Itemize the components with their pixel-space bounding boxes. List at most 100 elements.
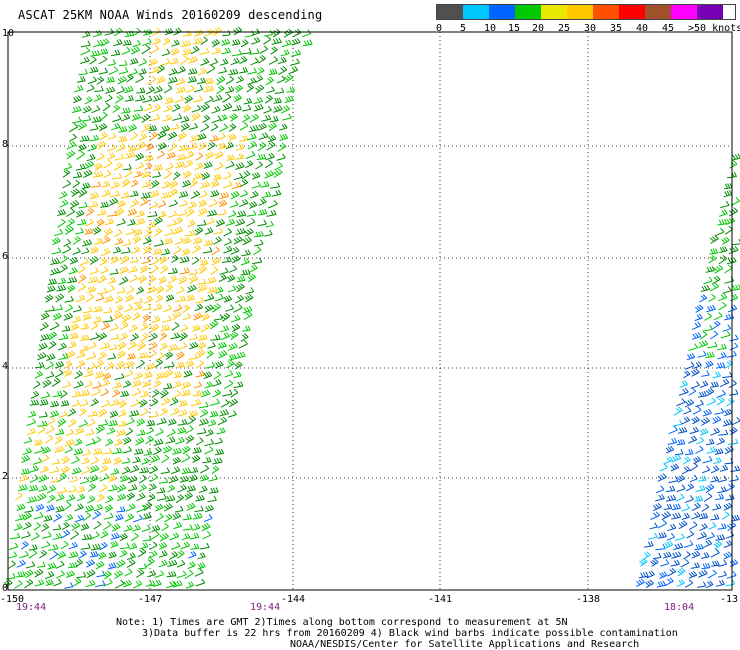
wind-barb (29, 399, 40, 406)
wind-barb (99, 257, 108, 266)
wind-barb (189, 134, 200, 142)
wind-barb (727, 438, 739, 445)
wind-barb (193, 172, 204, 180)
wind-barb (240, 333, 249, 342)
wind-barb (163, 445, 173, 454)
wind-barb (62, 380, 71, 389)
wind-barb (665, 445, 675, 454)
wind-barb (103, 578, 113, 587)
wind-barb (705, 387, 715, 397)
wind-barb (132, 379, 142, 388)
wind-barb (169, 532, 180, 541)
wind-barb (703, 492, 713, 502)
wind-barb (153, 227, 163, 237)
wind-barb (76, 485, 86, 493)
wind-barb (128, 409, 140, 417)
wind-barb (150, 113, 161, 122)
wind-barb (182, 304, 190, 314)
wind-barb (142, 95, 153, 103)
wind-barb (147, 221, 156, 228)
wind-barb (39, 399, 49, 406)
wind-barb (180, 122, 190, 132)
wind-barb (252, 257, 263, 265)
wind-barb (141, 257, 151, 265)
map-frame (7, 31, 733, 591)
wind-barb (198, 334, 208, 341)
wind-barb (164, 369, 174, 379)
wind-barb (135, 94, 146, 102)
wind-barb (699, 380, 709, 388)
wind-barb (717, 570, 727, 578)
wind-barb (136, 504, 146, 513)
wind-barb (82, 105, 92, 114)
wind-barb (138, 563, 147, 570)
wind-barb (212, 94, 223, 103)
wind-barb (713, 264, 724, 274)
wind-barb (691, 368, 700, 377)
wind-barb (710, 381, 719, 388)
wind-barb (126, 552, 136, 560)
wind-barb (195, 437, 204, 446)
wind-barb (120, 390, 130, 397)
wind-barb (164, 28, 174, 36)
wind-barb (89, 56, 97, 65)
wind-barb (177, 419, 188, 426)
wind-barb (34, 446, 45, 454)
wind-barb (217, 341, 227, 349)
wind-barb (209, 398, 221, 406)
wind-barb (145, 142, 155, 151)
wind-barb (240, 257, 250, 266)
wind-barb (257, 141, 267, 152)
wind-barb (228, 68, 239, 76)
wind-barb (142, 380, 152, 388)
wind-barb (188, 268, 198, 276)
wind-barb (694, 543, 704, 551)
wind-barb (177, 132, 187, 142)
wind-barb (112, 389, 121, 398)
wind-barb (141, 524, 151, 532)
wind-barb (685, 361, 695, 370)
wind-barb (168, 123, 180, 131)
wind-barb (163, 503, 173, 512)
wind-barb (159, 532, 169, 542)
wind-barb (171, 39, 180, 47)
wind-barb (700, 427, 709, 436)
wind-barb (705, 265, 716, 273)
wind-barb (112, 447, 123, 455)
wind-barb (66, 141, 77, 150)
wind-barb (83, 369, 94, 378)
wind-barb (221, 256, 232, 263)
wind-barb (198, 265, 208, 275)
wind-barb (242, 104, 252, 112)
wind-barb (138, 132, 148, 141)
wind-barb (85, 293, 94, 303)
wind-barb (78, 68, 88, 76)
wind-barb (98, 123, 108, 132)
wind-barb (212, 457, 223, 465)
wind-swath-left (3, 26, 313, 589)
wind-barb (44, 305, 55, 312)
wind-barb (151, 524, 161, 532)
map-title: ASCAT 25KM NOAA Winds 20160209 descendin… (18, 8, 323, 22)
wind-barb (155, 503, 164, 512)
wind-barb (131, 388, 141, 397)
wind-barb (218, 199, 228, 208)
wind-barb (109, 323, 119, 332)
wind-barb (193, 237, 203, 245)
wind-barb (182, 524, 193, 531)
wind-barb (80, 40, 91, 48)
wind-barb (36, 352, 47, 361)
wind-barb (138, 68, 147, 75)
wind-barb (671, 503, 682, 511)
wind-barb (176, 153, 186, 161)
wind-barb (28, 544, 38, 551)
wind-barb (76, 571, 87, 579)
wind-barb (78, 550, 87, 559)
wind-barb (104, 438, 114, 447)
wind-barb (723, 190, 733, 198)
wind-barb (234, 361, 243, 370)
wind-barb (717, 352, 727, 360)
wind-barb (253, 96, 264, 105)
swath-time-label: 19:44 (250, 602, 280, 612)
wind-barb (115, 579, 125, 589)
